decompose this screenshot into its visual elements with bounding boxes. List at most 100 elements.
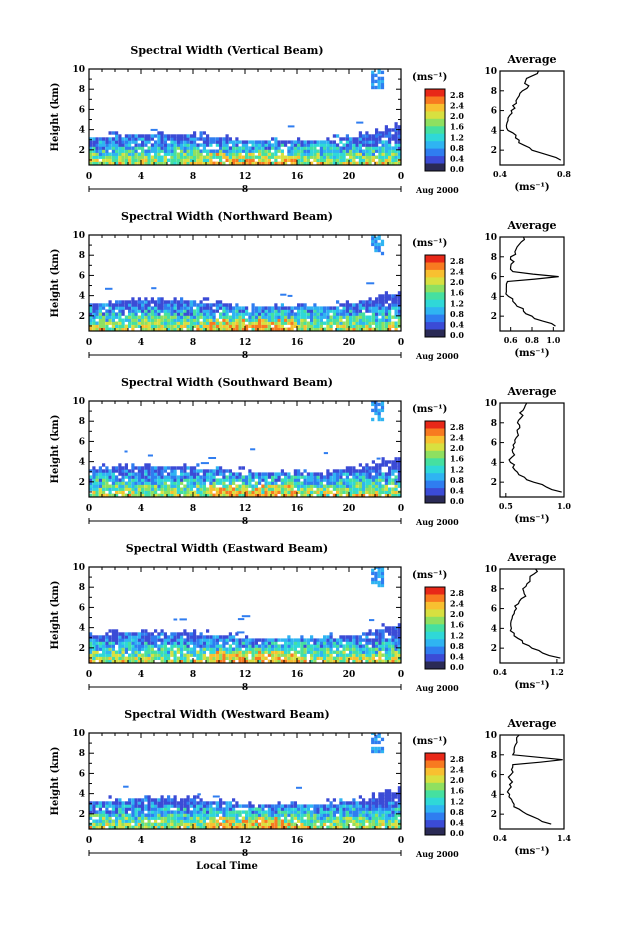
heatmap-cell	[251, 816, 255, 820]
heatmap-cell	[141, 819, 145, 823]
heatmap-cell	[105, 493, 109, 497]
heatmap-cell	[384, 626, 388, 630]
heatmap-cell	[303, 813, 307, 817]
heatmap-cell	[105, 819, 109, 823]
heatmap-cell	[144, 635, 148, 639]
heatmap-cell	[121, 472, 125, 476]
heatmap-cell	[215, 309, 219, 313]
heatmap-cell	[232, 650, 236, 654]
heatmap-cell	[215, 472, 219, 476]
heatmap-cell	[254, 155, 258, 159]
heatmap-cell	[219, 644, 223, 648]
heatmap-cell	[375, 490, 379, 494]
heatmap-cell	[111, 656, 115, 660]
heatmap-cell	[137, 478, 141, 482]
heatmap-cell	[167, 816, 171, 820]
heatmap-cell	[128, 303, 132, 307]
heatmap-cell	[293, 481, 297, 485]
heatmap-cell	[323, 650, 327, 654]
heatmap-cell	[394, 158, 398, 162]
x-tick-label: 0	[86, 338, 92, 348]
date-marker: 8	[242, 683, 248, 693]
heatmap-cell	[391, 297, 395, 301]
heatmap-cell	[342, 306, 346, 310]
heatmap-cell	[300, 475, 304, 479]
heatmap-cells	[89, 235, 401, 331]
heatmap-cell	[310, 321, 314, 325]
heatmap-cell	[150, 134, 154, 138]
colorbar-segment	[425, 654, 445, 663]
heatmap-cell	[176, 656, 180, 660]
heatmap-cell	[306, 155, 310, 159]
heatmap-cell	[189, 825, 193, 829]
heatmap-cell	[248, 318, 252, 322]
heatmap-cell	[134, 137, 138, 141]
heatmap-cell	[196, 810, 200, 814]
heatmap-cell	[365, 653, 369, 657]
heatmap-cell	[316, 143, 320, 147]
heatmap-cell	[251, 321, 255, 325]
heatmap-cell	[124, 137, 128, 141]
profile-line	[509, 568, 561, 659]
heatmap-cell	[189, 327, 193, 331]
heatmap-cell	[287, 644, 291, 648]
heatmap-cell	[160, 801, 164, 805]
heatmap-cell	[98, 484, 102, 488]
heatmap-cell	[232, 825, 236, 829]
heatmap-cell	[115, 300, 119, 304]
heatmap-cell	[176, 137, 180, 141]
heatmap-cell	[196, 487, 200, 491]
heatmap-cell	[251, 472, 255, 476]
heatmap-cell	[293, 816, 297, 820]
heatmap-cell	[134, 647, 138, 651]
heatmap-cell	[98, 152, 102, 156]
heatmap-cell	[121, 158, 125, 162]
heatmap-cell	[241, 810, 245, 814]
heatmap-cell	[111, 469, 115, 473]
heatmap-cell	[310, 152, 314, 156]
heatmap-cell	[128, 653, 132, 657]
colorbar-tick-label: 2.8	[450, 90, 464, 100]
heatmap-cell	[183, 810, 187, 814]
heatmap-cell	[89, 143, 93, 147]
heatmap-cell	[228, 315, 232, 319]
heatmap-cell	[368, 321, 372, 325]
heatmap-cell	[368, 659, 372, 663]
heatmap-cell	[170, 478, 174, 482]
heatmap-cell	[147, 312, 151, 316]
heatmap-cell	[245, 155, 249, 159]
heatmap-cell	[137, 303, 141, 307]
heatmap-cell	[92, 656, 96, 660]
heatmap-cell	[326, 484, 330, 488]
heatmap-cell	[202, 149, 206, 153]
heatmap-cell	[154, 134, 158, 138]
heatmap-cell	[397, 134, 401, 138]
heatmap-cell	[144, 656, 148, 660]
heatmap-cell	[121, 635, 125, 639]
heatmap-cell	[388, 466, 392, 470]
heatmap-cell	[326, 493, 330, 497]
heatmap-cell	[381, 463, 385, 467]
heatmap-cell	[362, 493, 366, 497]
heatmap-cell	[118, 303, 122, 307]
heatmap-cell	[176, 822, 180, 826]
heatmap-cell	[209, 804, 213, 808]
heatmap-cell	[274, 327, 278, 331]
heatmap-cell	[150, 315, 154, 319]
heatmap-cell	[245, 490, 249, 494]
heatmap-cell	[362, 822, 366, 826]
heatmap-cell	[170, 327, 174, 331]
heatmap-cell	[163, 309, 167, 313]
heatmap-cell	[345, 481, 349, 485]
heatmap-cell	[202, 481, 206, 485]
heatmap-cell	[271, 327, 275, 331]
heatmap-cell	[345, 309, 349, 313]
heatmap-cell	[232, 798, 236, 802]
heatmap-cell	[310, 653, 314, 657]
heatmap-cell	[141, 813, 145, 817]
heatmap-cell	[261, 650, 265, 654]
heatmap-cell	[377, 402, 381, 407]
heatmap-cell	[352, 638, 356, 642]
heatmap-cell	[202, 825, 206, 829]
heatmap-cell	[261, 659, 265, 663]
